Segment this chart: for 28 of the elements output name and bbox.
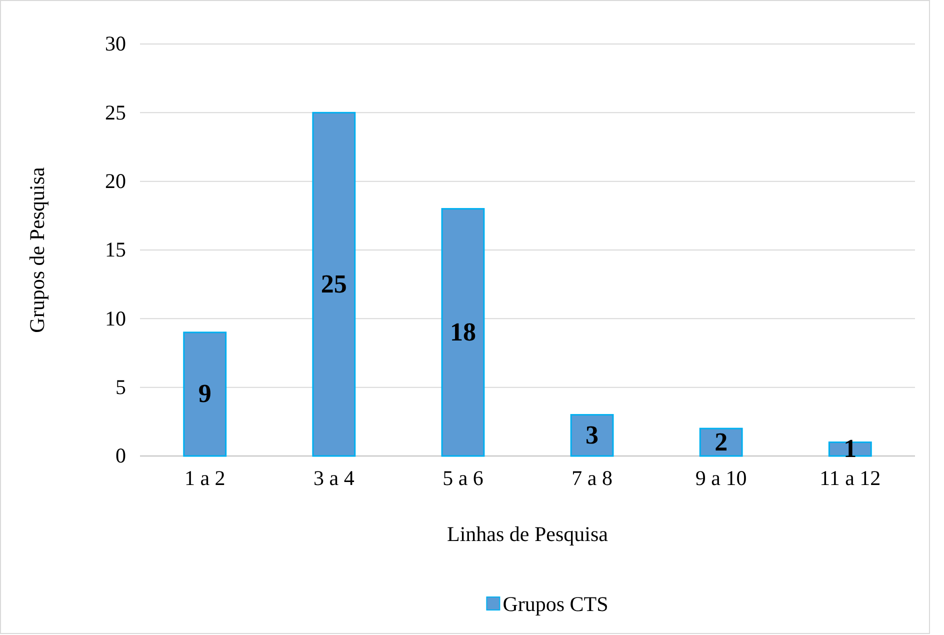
y-tick-label: 10	[105, 306, 126, 330]
legend-label: Grupos CTS	[502, 592, 608, 616]
y-tick-label: 25	[105, 100, 126, 124]
y-tick-label: 5	[116, 375, 126, 400]
bar	[828, 442, 872, 457]
bar	[312, 112, 356, 457]
y-tick-label: 20	[105, 169, 126, 194]
x-axis-title: Linhas de Pesquisa	[447, 522, 609, 546]
y-tick-label: 0	[116, 444, 126, 468]
bar	[183, 332, 227, 457]
y-tick-label: 15	[105, 238, 126, 262]
x-tick-label: 7 a 8	[572, 466, 612, 490]
x-tick-label: 3 a 4	[313, 466, 355, 490]
data-label: 18	[450, 317, 476, 346]
data-label: 2	[714, 427, 728, 456]
x-tick-label: 9 a 10	[695, 466, 747, 490]
data-label: 25	[320, 269, 347, 298]
x-tick-label: 11 a 12	[820, 466, 881, 490]
bar	[699, 428, 743, 457]
x-tick-label: 1 a 2	[184, 466, 226, 490]
y-axis-title: Grupos de Pesquisa	[25, 166, 49, 333]
data-label: 1	[844, 434, 857, 464]
bar	[441, 208, 485, 457]
bar	[570, 414, 614, 457]
y-tick-label: 30	[105, 32, 126, 56]
data-label: 9	[198, 379, 212, 408]
data-label: 3	[586, 420, 599, 450]
x-tick-label: 5 a 6	[442, 466, 484, 490]
